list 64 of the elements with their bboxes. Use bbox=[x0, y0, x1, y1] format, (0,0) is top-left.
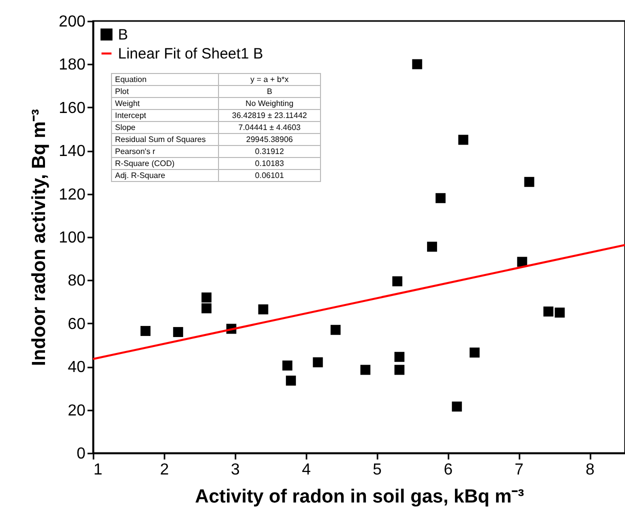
annotation: 29945.38906 bbox=[218, 134, 320, 146]
x-tick-label: 3 bbox=[230, 462, 240, 478]
y-tick-label: 80 bbox=[68, 272, 86, 290]
point bbox=[360, 364, 370, 375]
annotation: 36.42819 ± 23.11442 bbox=[218, 110, 320, 122]
point bbox=[286, 376, 296, 386]
y-tick-label: 60 bbox=[68, 316, 86, 333]
annotation: Residual Sum of Squares bbox=[112, 134, 218, 146]
point bbox=[392, 276, 402, 286]
annotation: Weight bbox=[112, 98, 218, 110]
point bbox=[312, 357, 323, 368]
x-tick-label: 7 bbox=[514, 462, 524, 478]
x-tick-label: 6 bbox=[444, 462, 453, 478]
annotation: 7.04441 ± 4.4603 bbox=[218, 122, 320, 134]
legend-label: Linear Fit of Sheet1 B bbox=[118, 46, 264, 62]
annotation: No Weighting bbox=[218, 98, 320, 110]
point bbox=[517, 256, 528, 267]
x-tick-label: 1 bbox=[94, 462, 102, 478]
annotation: Slope bbox=[112, 122, 218, 134]
point bbox=[543, 306, 554, 317]
x-axis-title: Activity of radon in soil gas, kBq m⁻³ bbox=[194, 486, 524, 508]
annotation: Intercept bbox=[112, 110, 218, 122]
point bbox=[258, 304, 268, 314]
x-tick-label: 5 bbox=[372, 462, 382, 478]
point bbox=[470, 348, 480, 358]
point bbox=[201, 292, 212, 302]
y-tick-label: 120 bbox=[58, 186, 86, 204]
x-tick-label: 2 bbox=[160, 462, 169, 478]
point bbox=[173, 327, 184, 338]
annotation: Equation bbox=[112, 74, 218, 86]
y-tick-label: 160 bbox=[58, 100, 86, 117]
point bbox=[330, 324, 341, 335]
point bbox=[282, 360, 292, 371]
y-tick-label: 20 bbox=[68, 402, 86, 420]
x-tick-label: 4 bbox=[302, 462, 311, 478]
point bbox=[394, 364, 404, 375]
annotation: Adj. R-Square bbox=[112, 170, 218, 182]
point bbox=[427, 242, 438, 252]
y-tick-label: 40 bbox=[68, 359, 86, 376]
point bbox=[452, 402, 462, 412]
point bbox=[412, 59, 422, 70]
point bbox=[554, 308, 565, 318]
annotation: 0.31912 bbox=[218, 146, 320, 158]
annotation: y = a + b*x bbox=[218, 74, 320, 86]
x-tick-label: 8 bbox=[586, 462, 595, 478]
point bbox=[394, 352, 404, 362]
annotation: 0.06101 bbox=[218, 170, 320, 182]
point bbox=[140, 326, 150, 336]
y-tick-label: 140 bbox=[58, 143, 86, 160]
y-tick-label: 180 bbox=[58, 56, 86, 74]
point bbox=[201, 303, 212, 314]
point bbox=[458, 134, 468, 145]
annotation: B bbox=[218, 86, 320, 98]
annotation: R-Square (COD) bbox=[112, 158, 218, 170]
point bbox=[436, 193, 446, 204]
annotation: 0.10183 bbox=[218, 158, 320, 170]
y-axis-title: Indoor radon activity, Bq m⁻³ bbox=[28, 109, 50, 366]
point bbox=[524, 176, 534, 187]
annotation: Pearson's r bbox=[112, 146, 218, 158]
annotation: Plot bbox=[112, 86, 218, 98]
y-tick-label: 0 bbox=[76, 446, 86, 462]
y-tick-label: 100 bbox=[58, 230, 86, 246]
legend-label: B bbox=[118, 26, 128, 44]
y-tick-label: 200 bbox=[58, 14, 86, 30]
